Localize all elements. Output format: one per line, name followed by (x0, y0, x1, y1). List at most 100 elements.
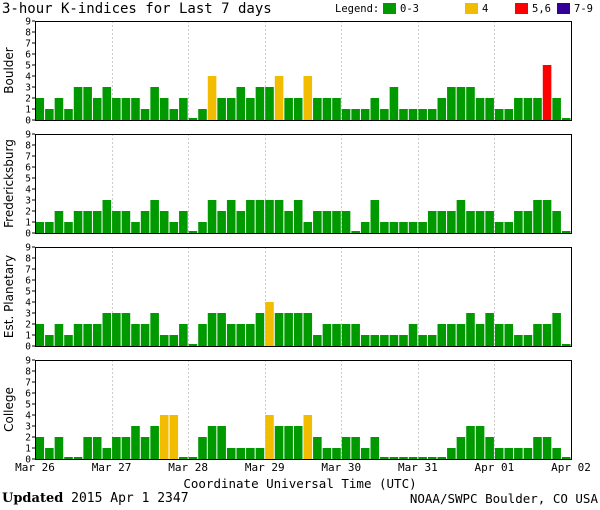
x-tick-label: Mar 29 (245, 461, 285, 474)
bar (255, 313, 265, 346)
bar (169, 222, 179, 233)
bar (341, 324, 351, 346)
bar (140, 109, 150, 120)
bar (83, 211, 92, 233)
bar (485, 437, 494, 459)
bar (380, 335, 389, 346)
bar (322, 324, 332, 346)
chart-title: 3-hour K-indices for Last 7 days (2, 1, 272, 17)
bar (552, 448, 561, 459)
bar (514, 211, 523, 233)
y-tick-label: 1 (25, 444, 31, 455)
bar (131, 324, 140, 346)
y-tick-label: 9 (25, 356, 31, 367)
bar (54, 324, 64, 346)
bar (533, 437, 542, 459)
bar (54, 98, 64, 120)
bar (408, 222, 418, 233)
bar (159, 415, 169, 459)
bar (504, 324, 514, 346)
y-tick-label: 2 (25, 94, 31, 105)
y-tick-label: 7 (25, 152, 31, 163)
bar (322, 211, 332, 233)
bar (92, 98, 102, 120)
panel-label: College (2, 387, 16, 432)
y-tick-label: 5 (25, 400, 31, 411)
bar (370, 98, 380, 120)
bar (408, 324, 418, 346)
bar (408, 109, 418, 120)
bar (523, 98, 533, 120)
bar (427, 335, 437, 346)
bar (466, 313, 475, 346)
bar (265, 87, 274, 120)
bar (121, 313, 131, 346)
bar (226, 98, 236, 120)
bar (523, 335, 533, 346)
bar (179, 98, 188, 120)
bar (514, 335, 523, 346)
bar (303, 415, 313, 459)
legend-item-0-3: 0-3 (383, 3, 419, 15)
bar (341, 109, 351, 120)
bar (198, 109, 207, 120)
bar (293, 200, 303, 233)
bar (523, 448, 533, 459)
bar (64, 457, 73, 459)
y-tick-label: 3 (25, 309, 31, 320)
bar (504, 222, 514, 233)
bar (121, 437, 131, 459)
bar (437, 457, 447, 459)
y-tick-label: 0 (25, 455, 31, 466)
bar (159, 335, 169, 346)
y-tick-label: 7 (25, 265, 31, 276)
bar (274, 200, 284, 233)
bar (179, 324, 188, 346)
bar (313, 335, 322, 346)
bar (542, 437, 552, 459)
bar (351, 437, 360, 459)
bar (207, 426, 217, 459)
bar (494, 324, 504, 346)
bar (64, 222, 73, 233)
bar (45, 335, 54, 346)
bar (542, 324, 552, 346)
legend-swatch-red (515, 3, 528, 14)
bar (533, 324, 542, 346)
updated-label: Updated (2, 491, 64, 506)
bar (150, 200, 159, 233)
bar (246, 200, 255, 233)
legend-item-5-6: 5,6 (515, 3, 551, 15)
panel-border (35, 21, 572, 121)
y-tick-label: 3 (25, 83, 31, 94)
bar (188, 118, 198, 120)
legend-item-4: 4 (465, 3, 488, 15)
bar (466, 211, 475, 233)
bar (207, 200, 217, 233)
y-tick-label: 7 (25, 378, 31, 389)
bar (561, 344, 571, 346)
x-tick-label: Apr 02 (551, 461, 591, 474)
bar (121, 211, 131, 233)
bar (408, 457, 418, 459)
legend-swatch-green (383, 3, 396, 14)
bar (561, 118, 571, 120)
bar (332, 324, 341, 346)
bar (380, 457, 389, 459)
y-tick-label: 2 (25, 207, 31, 218)
bar (73, 211, 83, 233)
bar (284, 211, 293, 233)
bar (207, 313, 217, 346)
bar (542, 65, 552, 120)
bar (552, 313, 561, 346)
bar (188, 231, 198, 233)
bar (284, 313, 293, 346)
y-tick-label: 7 (25, 39, 31, 50)
bar (265, 200, 274, 233)
y-tick-label: 5 (25, 287, 31, 298)
bar (360, 222, 370, 233)
bar (456, 87, 466, 120)
bar (131, 222, 140, 233)
bar (112, 313, 121, 346)
k-index-chart: 0123456789Boulder0123456789Fredericksbur… (2, 17, 591, 475)
